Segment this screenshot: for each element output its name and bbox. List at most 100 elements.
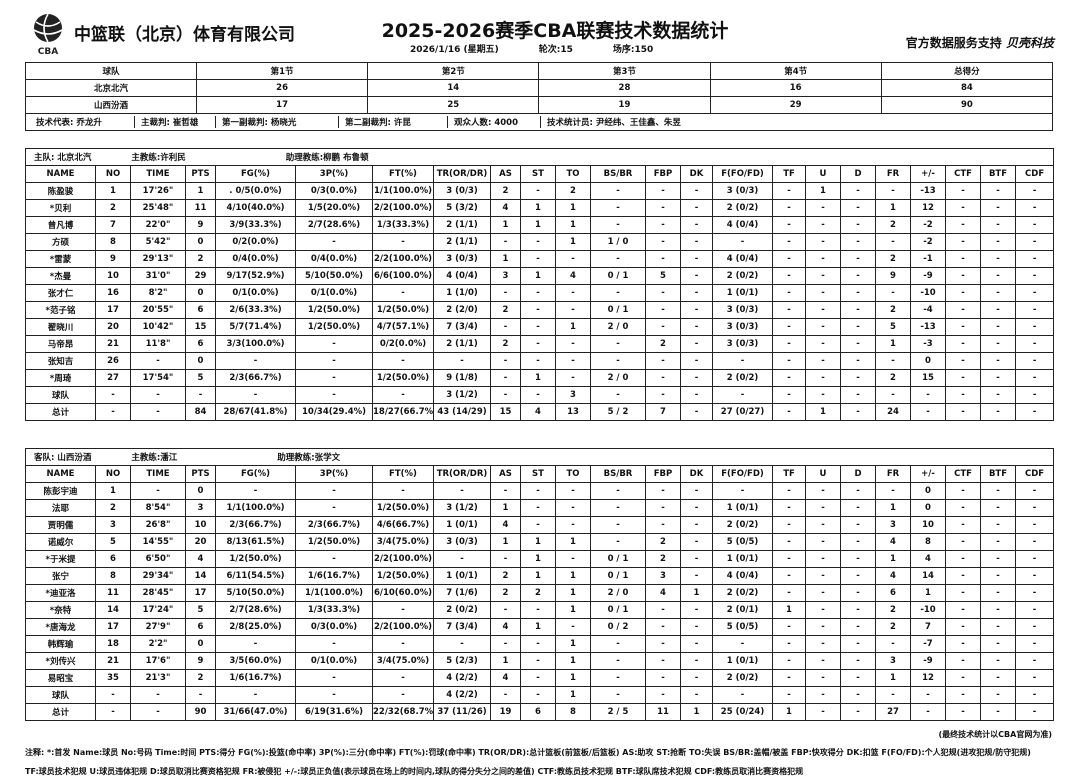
- stat-cell: 1/2(50.0%): [372, 567, 434, 585]
- stat-cell: -: [805, 652, 841, 670]
- official-item: 第二副裁判: 许昆: [339, 116, 448, 128]
- stat-cell: -: [980, 284, 1016, 302]
- stat-cell: 5 (2/3): [433, 652, 491, 670]
- cba-logo: CBA: [33, 13, 63, 56]
- stat-cell: -: [772, 618, 806, 636]
- stat-cell: -: [680, 669, 713, 687]
- stat-cell: -: [680, 499, 713, 517]
- stat-cell: 0 / 1: [590, 550, 646, 568]
- player-name: 易昭宝: [25, 669, 96, 687]
- stat-cell: -: [1014, 652, 1055, 670]
- player-name: 球队: [25, 686, 96, 704]
- stat-cell: 1: [555, 652, 591, 670]
- stat-cell: 2 (1/1): [433, 335, 491, 353]
- stat-cell: 27: [95, 369, 131, 387]
- stat-cell: 5/7(71.4%): [215, 318, 296, 336]
- stat-cell: -: [805, 250, 841, 268]
- stat-cell: -: [945, 482, 981, 500]
- stat-cell: -: [805, 284, 841, 302]
- stat-cell: -: [520, 250, 556, 268]
- stat-cell: -: [520, 284, 556, 302]
- stat-cell: -: [945, 216, 981, 234]
- stat-cell: 10: [185, 516, 216, 534]
- player-name: 诺威尔: [25, 533, 96, 551]
- stat-cell: 2 (0/2): [712, 267, 773, 285]
- stat-cell: -: [490, 550, 521, 568]
- stat-cell: 19: [490, 703, 521, 721]
- stat-cell: 14: [95, 601, 131, 619]
- stat-cell: -: [980, 601, 1016, 619]
- stat-cell: 17'6": [130, 652, 186, 670]
- stat-cell: -: [680, 199, 713, 217]
- official-item: 技术统计员: 尹经纬、王佳鑫、朱昱: [547, 118, 681, 128]
- stat-cell: -: [295, 233, 373, 251]
- stat-cell: 28/67(41.8%): [215, 403, 296, 421]
- player-name: 陈盈骏: [25, 182, 96, 200]
- stat-cell: -: [980, 567, 1016, 585]
- column-header: BS/BR: [590, 465, 646, 483]
- stat-cell: -: [840, 482, 876, 500]
- stat-cell: 1/2(50.0%): [295, 533, 373, 551]
- stat-cell: 7: [645, 403, 681, 421]
- stat-cell: -: [680, 352, 713, 370]
- stat-cell: 0/1(0.0%): [215, 284, 296, 302]
- score-cell: 14: [367, 79, 540, 97]
- stat-cell: -7: [910, 635, 946, 653]
- stat-cell: -: [1014, 267, 1055, 285]
- stat-cell: -4: [910, 301, 946, 319]
- stat-cell: -: [772, 250, 806, 268]
- stat-cell: -: [1014, 199, 1055, 217]
- stat-cell: -: [520, 182, 556, 200]
- column-header: TO: [555, 165, 591, 183]
- stat-cell: 3: [875, 516, 911, 534]
- stat-cell: 2/3(66.7%): [215, 369, 296, 387]
- stat-cell: 2: [185, 250, 216, 268]
- score-header-row: 球队 第1节 第2节 第3节 第4节 总得分: [25, 62, 1054, 80]
- stat-cell: 2: [520, 584, 556, 602]
- column-header: +/-: [910, 165, 946, 183]
- stat-cell: -: [590, 669, 646, 687]
- stat-cell: -: [980, 352, 1016, 370]
- stat-cell: 3 (0/3): [712, 301, 773, 319]
- player-name: 张才仁: [25, 284, 96, 302]
- stat-cell: -: [945, 318, 981, 336]
- stat-cell: 1 (0/1): [712, 499, 773, 517]
- stat-cell: -: [555, 499, 591, 517]
- player-name: 韩辉瑜: [25, 635, 96, 653]
- stat-cell: -: [215, 352, 296, 370]
- stat-cell: 4: [185, 550, 216, 568]
- stat-cell: 1: [520, 618, 556, 636]
- stat-cell: -: [645, 601, 681, 619]
- column-header: D: [840, 165, 876, 183]
- stat-cell: -: [645, 199, 681, 217]
- stat-cell: -: [1014, 550, 1055, 568]
- stat-cell: -: [805, 267, 841, 285]
- stat-cell: -: [875, 182, 911, 200]
- stat-cell: -: [980, 216, 1016, 234]
- stat-cell: -: [295, 686, 373, 704]
- score-header-cell: 第3节: [538, 62, 711, 80]
- player-row: 方硕 8 5'42" 0 0/2(0.0%) - -2 (1/1) - -1 1 / 0-----…: [25, 233, 1055, 251]
- stat-cell: -: [945, 284, 981, 302]
- stat-cell: 6'50": [130, 550, 186, 568]
- official-item: 技术代表: 乔龙升: [30, 116, 135, 128]
- column-header: DK: [680, 465, 713, 483]
- stat-cell: 29'34": [130, 567, 186, 585]
- stat-cell: -: [490, 601, 521, 619]
- stat-cell: 0/4(0.0%): [295, 250, 373, 268]
- stat-cell: -: [772, 550, 806, 568]
- stat-cell: 1/2(50.0%): [372, 301, 434, 319]
- stat-cell: 1: [875, 335, 911, 353]
- stat-cell: -: [945, 386, 981, 404]
- stat-cell: -: [372, 635, 434, 653]
- player-row: 法耶 2 8'54" 3 1/1(100.0%) -1/2(50.0%) 3 (1/2) 1-…: [25, 499, 1055, 517]
- stat-cell: -: [372, 386, 434, 404]
- stat-cell: 21: [95, 652, 131, 670]
- stat-cell: 1: [520, 567, 556, 585]
- stat-cell: -: [680, 250, 713, 268]
- stat-cell: 14: [185, 567, 216, 585]
- stat-cell: 2: [645, 550, 681, 568]
- stat-cell: -: [680, 550, 713, 568]
- stat-cell: 31'0": [130, 267, 186, 285]
- stat-cell: -: [840, 284, 876, 302]
